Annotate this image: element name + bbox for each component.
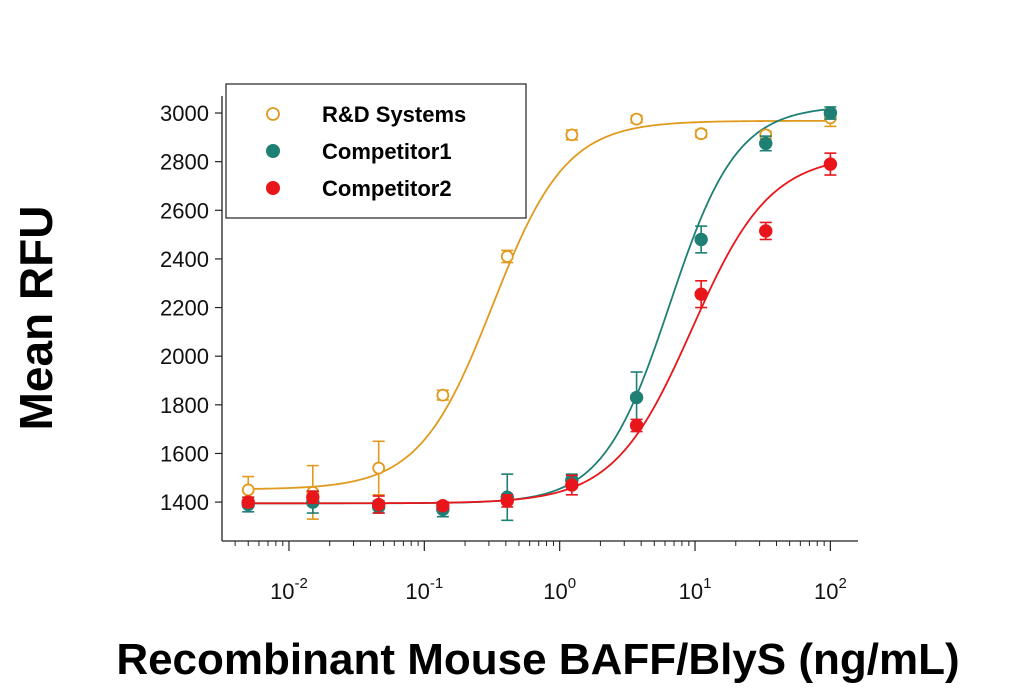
fit-curve [248,163,831,505]
y-tick-label: 2600 [160,198,209,223]
x-tick-label: 101 [679,575,712,604]
legend-label: Competitor1 [322,139,452,164]
x-tick-label: 102 [814,575,847,604]
data-point [436,499,450,513]
fit-curve [248,119,831,490]
data-point [565,478,579,492]
data-point [372,461,386,475]
data-point [694,232,708,247]
data-point [565,128,579,142]
data-point [629,390,644,405]
ticks: 1400 1600 1800 2000 2200 2400 2600 2800 3000 10-2… [160,101,847,604]
legend-label: Competitor2 [322,176,452,201]
y-tick-label: 2800 [160,150,209,175]
x-tick-label: 100 [543,575,576,604]
y-tick-label: 3000 [160,101,209,126]
x-tick-label: 10-2 [270,575,308,604]
y-tick-label: 2400 [160,247,209,272]
y-tick-label: 1800 [160,393,209,418]
y-tick-label: 2000 [160,344,209,369]
data-point [500,250,514,263]
data-points [241,106,838,522]
data-point [436,388,450,402]
data-point [500,494,514,508]
data-point [759,136,773,151]
legend-label: R&D Systems [322,102,466,127]
fit-curves [248,108,831,505]
x-tick-label: 10-1 [405,575,443,604]
y-tick-label: 2200 [160,296,209,321]
y-tick-label: 1600 [160,441,209,466]
y-tick-label: 1400 [160,490,209,515]
data-point [823,106,838,120]
data-point [694,287,708,301]
data-point [759,224,773,238]
data-point [371,497,386,512]
x-axis-title: Recombinant Mouse BAFF/BlyS (ng/mL) [116,635,959,684]
data-point [630,112,643,126]
data-point [694,127,708,141]
legend-marker [266,107,280,121]
data-point [629,418,644,433]
legend: R&D Systems Competitor1 Competitor2 [225,83,527,219]
legend-marker [266,181,280,195]
data-point [241,495,255,509]
data-point [241,483,255,497]
y-axis-title: Mean RFU [10,206,62,431]
data-point [306,490,320,504]
data-point [823,157,838,171]
legend-marker [266,144,280,158]
axes [221,96,858,542]
